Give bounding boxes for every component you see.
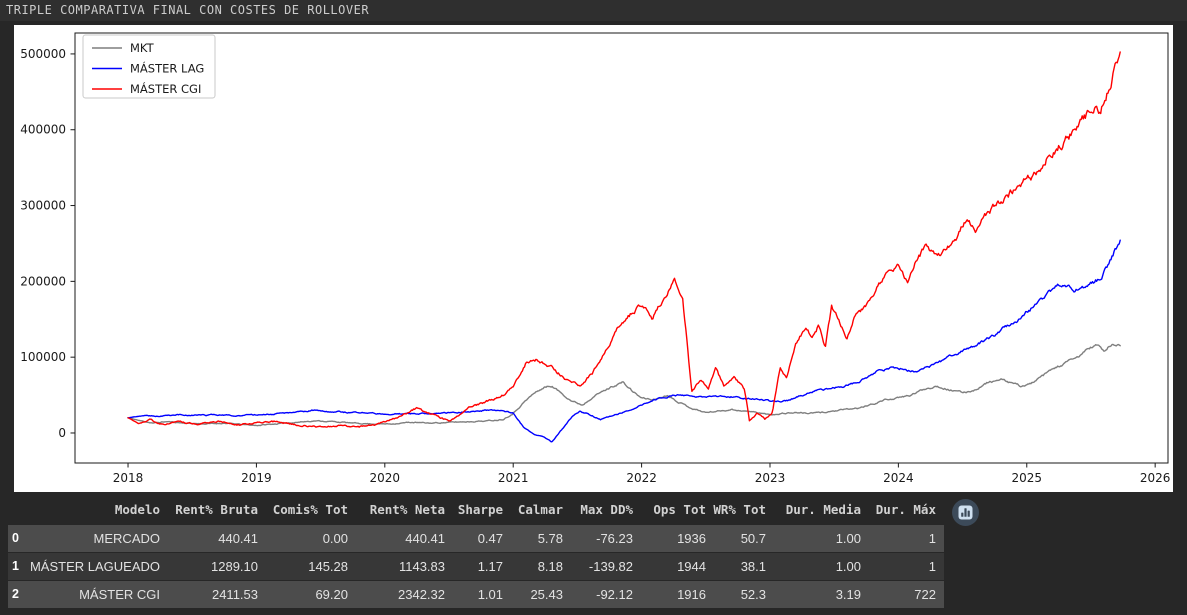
column-header: Calmar: [517, 502, 563, 517]
x-tick-label: 2021: [498, 471, 529, 485]
x-tick-label: 2025: [1011, 471, 1042, 485]
value-cell: 1143.83: [398, 559, 445, 574]
interactive-chart-button[interactable]: [952, 499, 979, 526]
y-tick-label: 300000: [20, 199, 66, 213]
model-name-cell: MERCADO: [93, 531, 160, 546]
figure: 2018 2019 2020 2021 2022 2023 2024 2025 2026 0 100…: [14, 25, 1173, 492]
value-cell: 1916: [677, 587, 706, 602]
table-row: 0 MERCADO 440.41 0.00 440.41 0.47 5.78 -76.23 19…: [8, 525, 944, 552]
x-tick-label: 2020: [370, 471, 401, 485]
value-cell: 1: [928, 559, 936, 574]
bar-chart-icon: [958, 505, 973, 520]
value-cell: 25.43: [530, 587, 563, 602]
y-tick-label: 200000: [20, 274, 66, 288]
model-name-cell: MÁSTER CGI: [79, 587, 160, 602]
series-line-1: [127, 343, 1121, 427]
y-tick-label: 400000: [20, 123, 66, 137]
results-table: Modelo Rent% Bruta Comis% Tot Rent% Neta Sha…: [0, 495, 1187, 615]
series-line-2: [127, 239, 1121, 443]
y-tick-label: 100000: [20, 350, 66, 364]
value-cell: 2411.53: [211, 587, 258, 602]
value-cell: 1936: [677, 531, 706, 546]
value-cell: 1.00: [835, 559, 861, 574]
y-tick-label: 0: [58, 426, 66, 440]
x-tick-label: 2024: [883, 471, 914, 485]
column-header: WR% Tot: [713, 502, 766, 517]
value-cell: 3.19: [835, 587, 861, 602]
value-cell: 0.00: [322, 531, 348, 546]
series-line-3: [127, 51, 1121, 428]
legend-label: MKT: [130, 41, 155, 55]
column-header: Dur. Máx: [875, 502, 936, 517]
column-header: Dur. Media: [785, 502, 861, 517]
value-cell: 1289.10: [211, 559, 258, 574]
column-header: Ops Tot: [653, 502, 706, 517]
plot-background: [14, 25, 1173, 492]
x-tick-label: 2022: [626, 471, 657, 485]
value-cell: 1.01: [477, 587, 503, 602]
value-cell: 50.7: [740, 531, 766, 546]
value-cell: 8.18: [537, 559, 563, 574]
value-cell: 2342.32: [398, 587, 445, 602]
y-tick-label: 500000: [20, 47, 66, 61]
column-header: Modelo: [114, 502, 160, 517]
table-row: 2 MÁSTER CGI 2411.53 69.20 2342.32 1.01 25.43 -…: [8, 581, 944, 608]
value-cell: 1.17: [477, 559, 503, 574]
x-tick-label: 2026: [1140, 471, 1171, 485]
table-row: 1 MÁSTER LAGUEADO 1289.10 145.28 1143.83 1.17…: [8, 553, 944, 580]
series-lines: [127, 51, 1121, 443]
value-cell: 0.47: [477, 531, 503, 546]
row-index: 1: [12, 559, 19, 573]
value-cell: 52.3: [740, 587, 766, 602]
axes-frame: [74, 32, 1169, 464]
value-cell: -76.23: [596, 531, 633, 546]
value-cell: 440.41: [405, 531, 445, 546]
column-header: Rent% Bruta: [175, 502, 258, 517]
model-name-cell: MÁSTER LAGUEADO: [29, 559, 160, 574]
value-cell: 38.1: [740, 559, 766, 574]
value-cell: 722: [914, 587, 936, 602]
value-cell: -92.12: [596, 587, 633, 602]
value-cell: 440.41: [218, 531, 258, 546]
value-cell: 1.00: [835, 531, 861, 546]
row-index: 2: [12, 587, 19, 601]
column-header: Rent% Neta: [369, 502, 445, 517]
column-header: Sharpe: [457, 502, 503, 517]
legend-label: MÁSTER CGI: [130, 81, 201, 96]
value-cell: 145.28: [308, 559, 348, 574]
value-cell: -139.82: [588, 559, 633, 574]
column-header: Max DD%: [580, 502, 633, 517]
legend-label: MÁSTER LAG: [130, 61, 204, 76]
value-cell: 69.20: [315, 587, 348, 602]
equity-curve-chart: 2018 2019 2020 2021 2022 2023 2024 2025 2026 0 100…: [14, 25, 1173, 492]
title-bar: TRIPLE COMPARATIVA FINAL CON COSTES DE R…: [0, 0, 1187, 21]
legend: MKT MÁSTER LAG MÁSTER CGI: [82, 34, 216, 99]
axis-ticks: 2018 2019 2020 2021 2022 2023 2024 2025 2026 0 100…: [20, 47, 1170, 485]
x-tick-label: 2019: [241, 471, 272, 485]
value-cell: 1: [928, 531, 936, 546]
x-tick-label: 2023: [755, 471, 786, 485]
row-index: 0: [12, 531, 19, 545]
output-title: TRIPLE COMPARATIVA FINAL CON COSTES DE R…: [6, 3, 370, 17]
value-cell: 1944: [677, 559, 706, 574]
table-header-row: Modelo Rent% Bruta Comis% Tot Rent% Neta Sha…: [8, 495, 944, 524]
x-tick-label: 2018: [113, 471, 144, 485]
column-header: Comis% Tot: [272, 502, 348, 517]
value-cell: 5.78: [537, 531, 563, 546]
